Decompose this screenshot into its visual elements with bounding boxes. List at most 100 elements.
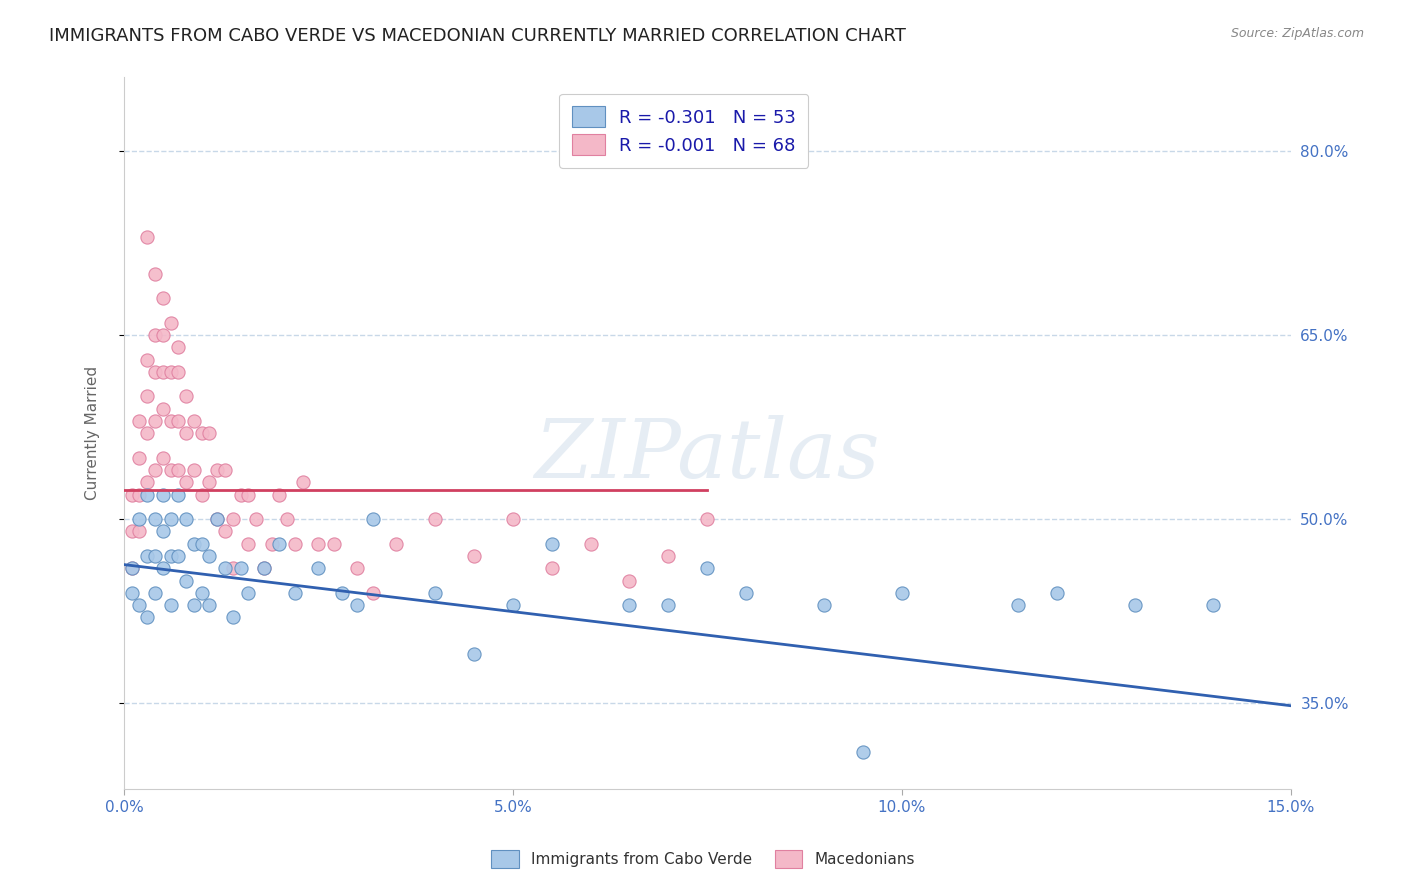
Point [190, 537, 212, 551]
Point [238, 586, 260, 600]
Point [159, 316, 181, 330]
Point [159, 414, 181, 428]
Point [152, 488, 174, 502]
Text: Source: ZipAtlas.com: Source: ZipAtlas.com [1230, 27, 1364, 40]
Point [657, 598, 679, 612]
Point [207, 512, 229, 526]
Point [167, 340, 190, 354]
Point [813, 598, 835, 612]
Point [291, 475, 314, 490]
Point [214, 463, 236, 477]
Text: IMMIGRANTS FROM CABO VERDE VS MACEDONIAN CURRENTLY MARRIED CORRELATION CHART: IMMIGRANTS FROM CABO VERDE VS MACEDONIAN… [49, 27, 905, 45]
Point [152, 328, 174, 343]
Point [174, 475, 197, 490]
Point [214, 561, 236, 575]
Point [143, 267, 166, 281]
Point [159, 512, 181, 526]
Point [696, 561, 718, 575]
Point [423, 586, 446, 600]
Point [143, 463, 166, 477]
Point [128, 488, 150, 502]
Point [143, 414, 166, 428]
Point [222, 561, 245, 575]
Point [152, 291, 174, 305]
Point [284, 537, 307, 551]
Point [276, 512, 298, 526]
Point [463, 549, 485, 563]
Text: ZIPatlas: ZIPatlas [534, 415, 880, 495]
Point [143, 549, 166, 563]
Point [190, 586, 212, 600]
Point [361, 512, 384, 526]
Point [696, 512, 718, 526]
Point [198, 549, 221, 563]
Point [121, 586, 143, 600]
Point [174, 389, 197, 403]
Point [229, 561, 252, 575]
Point [190, 488, 212, 502]
Point [361, 586, 384, 600]
Point [322, 537, 344, 551]
Point [128, 598, 150, 612]
Point [238, 488, 260, 502]
Point [128, 512, 150, 526]
Point [152, 561, 174, 575]
Point [143, 365, 166, 379]
Point [1202, 598, 1225, 612]
Point [463, 647, 485, 661]
Point [136, 352, 159, 367]
Point [167, 488, 190, 502]
Point [128, 450, 150, 465]
Point [121, 488, 143, 502]
Point [222, 610, 245, 624]
Point [385, 537, 408, 551]
Point [207, 463, 229, 477]
Point [167, 365, 190, 379]
Legend: R = -0.301   N = 53, R = -0.001   N = 68: R = -0.301 N = 53, R = -0.001 N = 68 [560, 94, 808, 168]
Point [307, 537, 329, 551]
Point [198, 475, 221, 490]
Y-axis label: Currently Married: Currently Married [86, 367, 100, 500]
Point [152, 401, 174, 416]
Point [346, 598, 368, 612]
Point [1007, 598, 1029, 612]
Point [269, 537, 291, 551]
Point [253, 561, 276, 575]
Point [136, 475, 159, 490]
Point [346, 561, 368, 575]
Point [253, 561, 276, 575]
Point [159, 598, 181, 612]
Point [540, 537, 562, 551]
Point [735, 586, 758, 600]
Point [269, 488, 291, 502]
Point [152, 524, 174, 539]
Point [657, 549, 679, 563]
Point [260, 537, 283, 551]
Point [183, 414, 205, 428]
Point [174, 574, 197, 588]
Point [167, 414, 190, 428]
Point [136, 610, 159, 624]
Point [502, 598, 524, 612]
Point [152, 450, 174, 465]
Point [128, 524, 150, 539]
Point [1123, 598, 1146, 612]
Point [136, 389, 159, 403]
Point [214, 524, 236, 539]
Point [121, 561, 143, 575]
Point [245, 512, 267, 526]
Point [121, 561, 143, 575]
Point [852, 745, 875, 759]
Point [174, 512, 197, 526]
Point [183, 537, 205, 551]
Point [167, 549, 190, 563]
Point [619, 598, 641, 612]
Point [128, 414, 150, 428]
Point [136, 230, 159, 244]
Point [121, 524, 143, 539]
Point [207, 512, 229, 526]
Point [143, 512, 166, 526]
Point [222, 512, 245, 526]
Point [183, 463, 205, 477]
Point [502, 512, 524, 526]
